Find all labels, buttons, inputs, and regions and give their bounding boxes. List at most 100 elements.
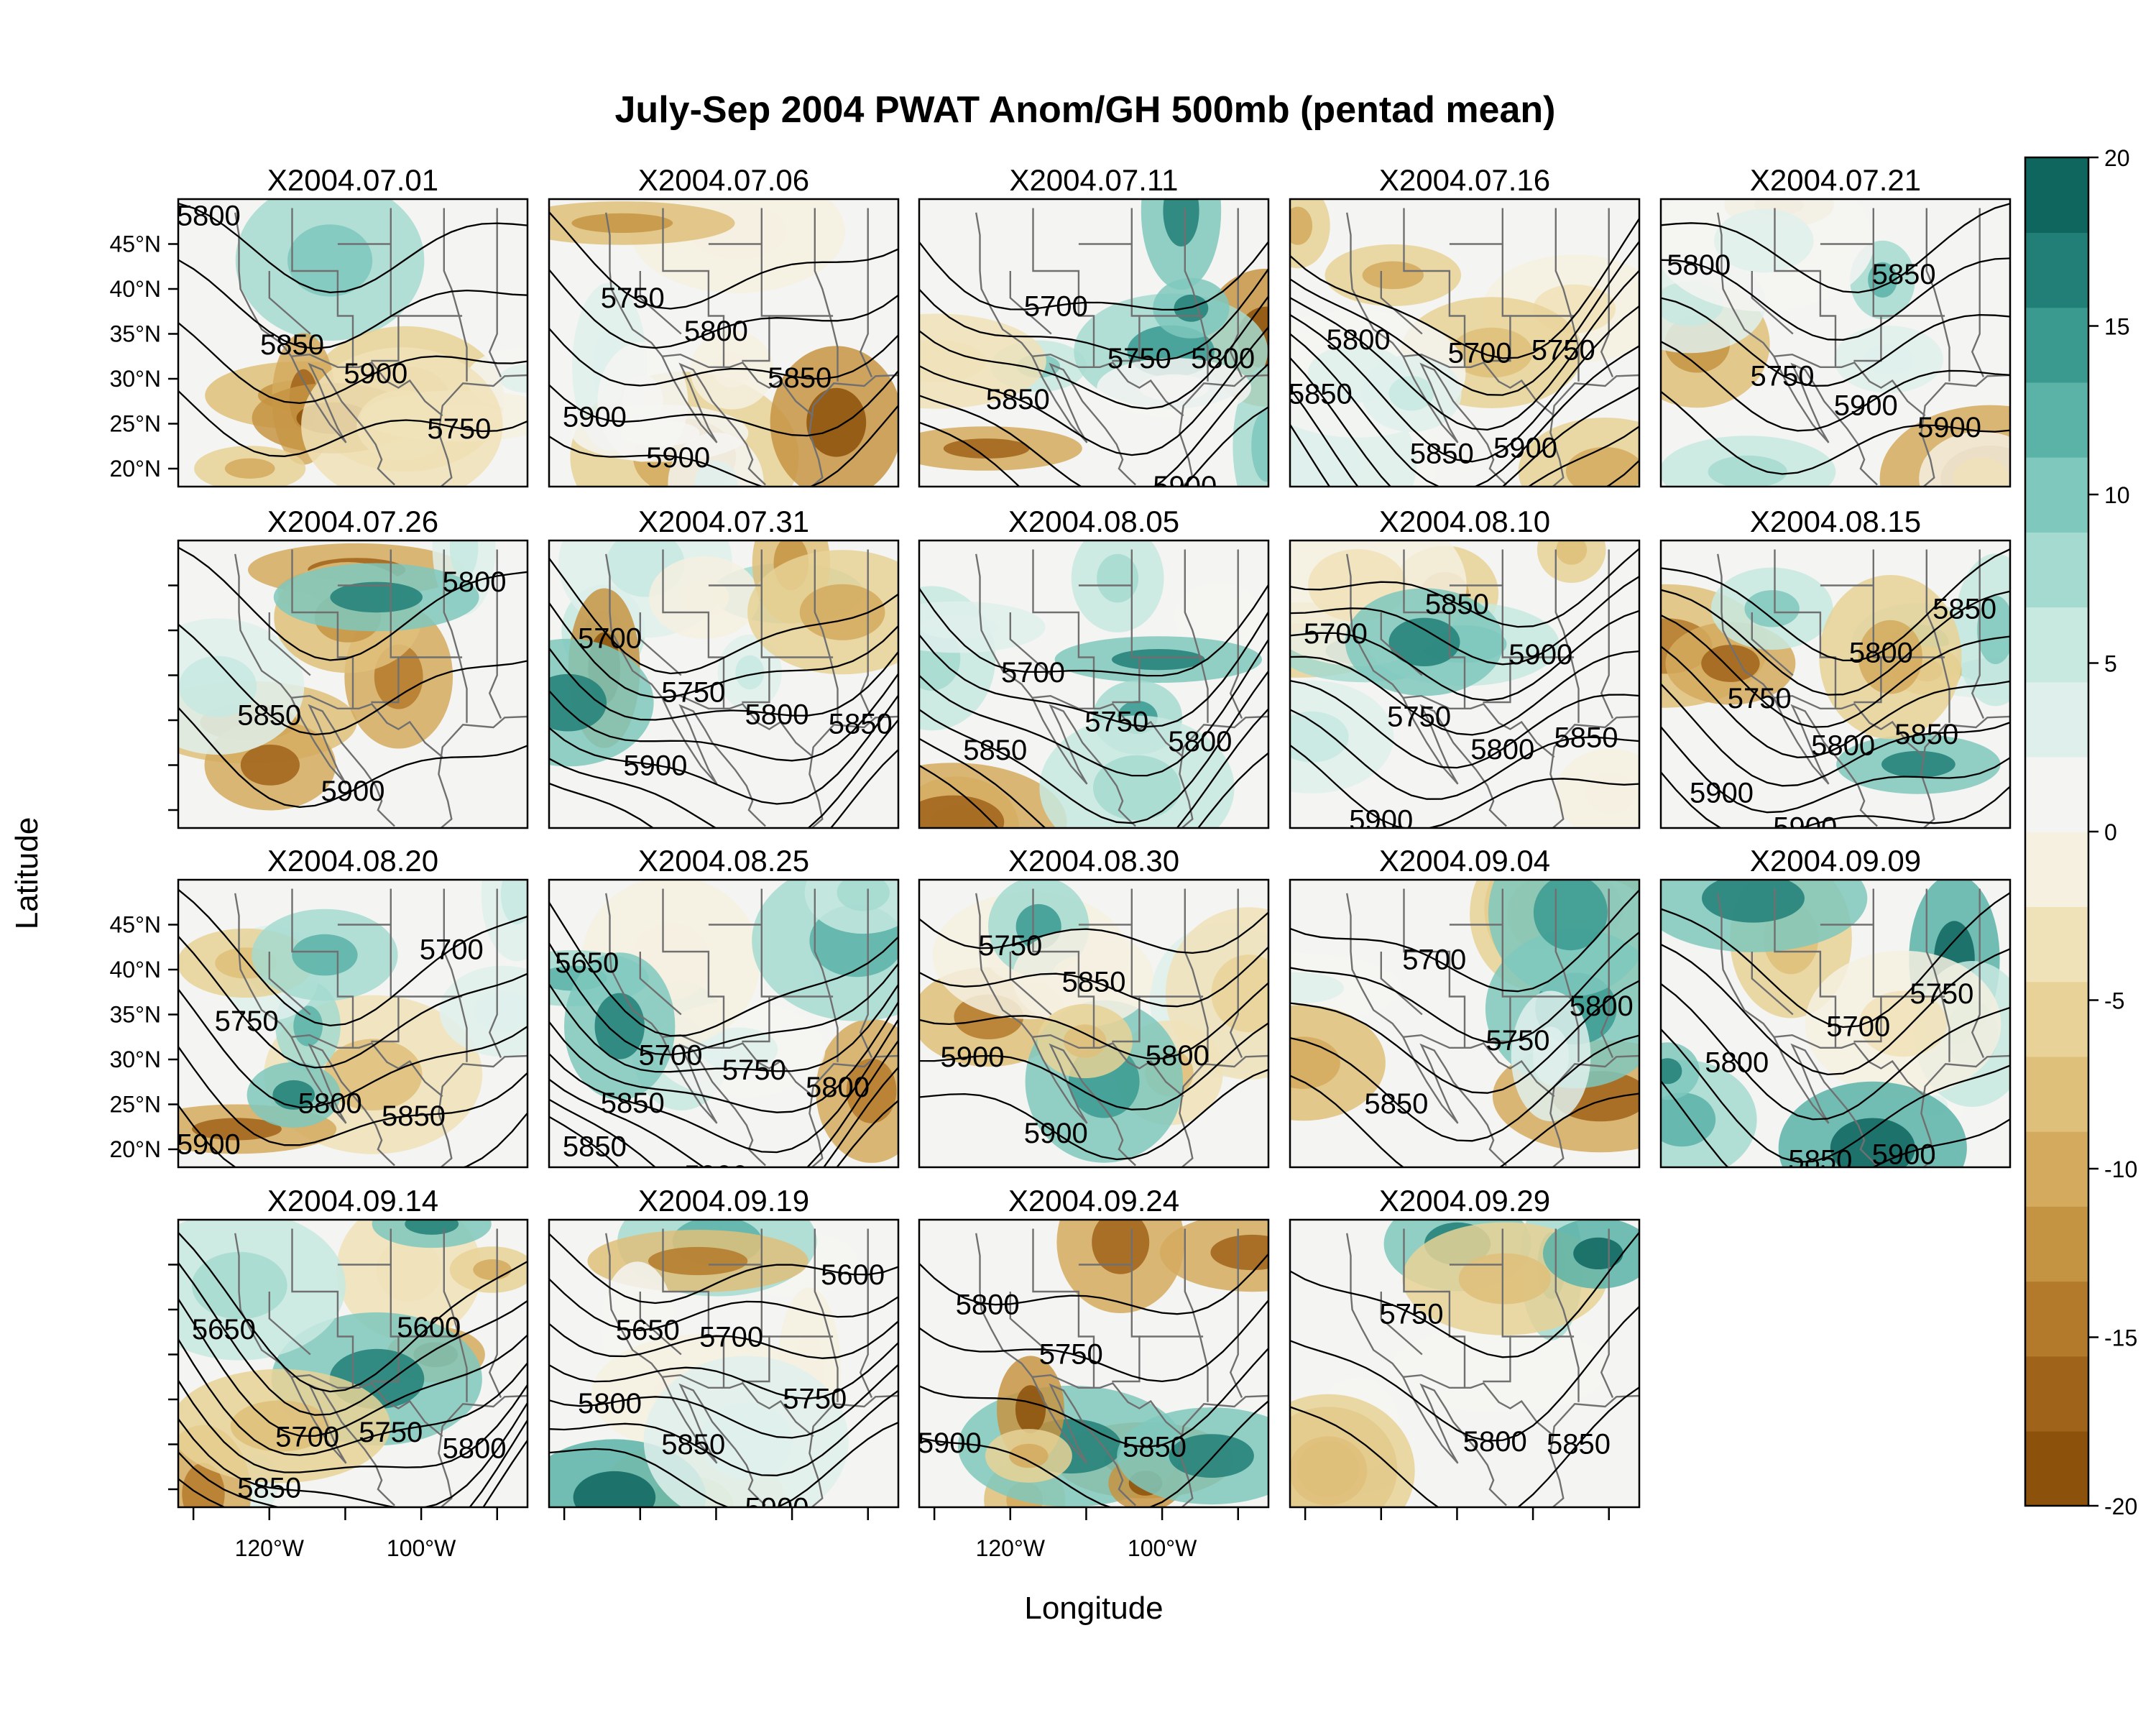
panel-X2004.09.24: 5800 5750 5850 5900 X2004.09.24 xyxy=(918,1184,1270,1509)
panel-frame xyxy=(548,1218,900,1509)
geopotential-contour xyxy=(549,1363,898,1439)
contour-label: 5700 xyxy=(1001,657,1065,689)
geopotential-contour xyxy=(549,901,898,1037)
contour-label: 5750 xyxy=(215,1006,279,1037)
anomaly-core xyxy=(1388,376,1434,411)
geopotential-contour xyxy=(549,1320,898,1359)
map-boundary xyxy=(1920,1054,2010,1167)
contour-label: 5750 xyxy=(1380,1298,1444,1330)
map-boundary xyxy=(1403,1374,1555,1438)
geopotential-contour xyxy=(1661,891,2010,1029)
map-boundary xyxy=(859,1228,873,1398)
panel-X2004.07.01: 5800 5850 5900 5750 X2004.07.01 xyxy=(177,163,529,488)
map-boundary xyxy=(291,549,354,709)
y-tick-label: 40°N xyxy=(110,957,162,983)
anomaly-core xyxy=(648,1246,748,1276)
anomaly-core xyxy=(1881,750,1955,778)
geopotential-contour xyxy=(549,268,898,349)
map-lines xyxy=(605,1228,898,1507)
contour-label: 5900 xyxy=(1349,805,1413,837)
map-boundary xyxy=(1751,271,1794,335)
map-lines xyxy=(234,208,528,487)
map-boundary xyxy=(443,888,468,1062)
contour-label: 5850 xyxy=(963,735,1027,766)
geopotential-contour xyxy=(178,1297,528,1437)
contour-label: 5800 xyxy=(1811,730,1875,762)
geopotential-contour xyxy=(1661,589,2010,696)
map-boundary xyxy=(1032,888,1095,1048)
anomaly-core xyxy=(473,1259,512,1280)
panel-title: X2004.07.01 xyxy=(267,163,438,197)
geopotential-contour xyxy=(178,1231,528,1393)
map-boundary xyxy=(1403,888,1466,1048)
map-boundary xyxy=(808,374,898,487)
geopotential-contour xyxy=(178,546,528,661)
contour-label: 5800 xyxy=(745,699,809,731)
map-boundary xyxy=(1032,208,1095,367)
contour-label: 5650 xyxy=(616,1315,680,1346)
contour-label: 5850 xyxy=(1872,259,1936,290)
colorbar-swatch xyxy=(2025,681,2088,758)
contour-label: 5800 xyxy=(1191,343,1255,374)
geopotential-contour xyxy=(549,556,898,675)
geopotential-contour xyxy=(549,672,898,762)
contour-label: 5850 xyxy=(563,1131,627,1163)
panels-grid: 5800585059005750X2004.07.015750580058505… xyxy=(110,163,2012,1561)
geopotential-contour xyxy=(549,1341,898,1400)
contour-label: 5850 xyxy=(1932,593,1996,625)
contour-label: 5750 xyxy=(722,1054,786,1086)
contour-label: 5850 xyxy=(1123,1432,1187,1463)
geopotential-contour xyxy=(1290,1034,1639,1142)
panel-title: X2004.09.29 xyxy=(1379,1184,1550,1218)
map-boundary xyxy=(1179,1394,1268,1507)
contour-label: 5800 xyxy=(177,201,241,232)
map-boundary xyxy=(1751,952,1794,1016)
geopotential-contour xyxy=(1290,610,1639,702)
contour-label: 5800 xyxy=(1463,1426,1527,1458)
map-boundary xyxy=(1483,208,1511,362)
contour-label: 5750 xyxy=(1728,683,1792,714)
panel-title: X2004.09.19 xyxy=(638,1184,809,1218)
anomaly-core xyxy=(240,745,300,786)
map-lines xyxy=(1717,549,2010,828)
contour-label: 5800 xyxy=(1667,249,1731,281)
map-boundary xyxy=(1346,893,1507,1167)
map-boundary xyxy=(438,1054,528,1167)
colorbar-swatch xyxy=(2025,1206,2088,1282)
panel-title: X2004.09.14 xyxy=(267,1184,438,1218)
panel-X2004.07.26: 5800 5850 5900 X2004.07.26 xyxy=(177,505,529,829)
map-boundary xyxy=(1032,353,1184,417)
map-boundary xyxy=(814,549,839,723)
panel-frame xyxy=(1289,1218,1641,1509)
map-boundary xyxy=(1554,208,1580,382)
map-lines xyxy=(975,888,1268,1167)
map-boundary xyxy=(1554,888,1580,1062)
contour-label: 5800 xyxy=(298,1087,362,1119)
map-boundary xyxy=(814,1228,839,1402)
anomaly-core xyxy=(943,438,1030,459)
anomaly-core xyxy=(500,880,528,925)
geopotential-contour xyxy=(919,1253,1268,1315)
geopotential-contour xyxy=(549,1018,898,1154)
anomaly-core xyxy=(1111,649,1205,671)
map-boundary xyxy=(639,952,682,1016)
map-boundary xyxy=(859,888,873,1058)
geopotential-contour xyxy=(1661,297,2010,387)
contour-label: 5850 xyxy=(791,823,854,855)
panel-title: X2004.09.04 xyxy=(1379,844,1550,878)
map-lines xyxy=(1346,208,1639,487)
geopotential-contour xyxy=(919,610,1268,728)
colorbar-swatch xyxy=(2025,307,2088,383)
map-boundary xyxy=(1925,208,1950,382)
map-boundary xyxy=(1346,1233,1507,1506)
geopotential-contour xyxy=(1290,744,1639,828)
geopotential-contour xyxy=(549,1421,898,1507)
panel-title: X2004.08.15 xyxy=(1750,505,1921,538)
geopotential-contour xyxy=(1290,305,1639,463)
map-boundary xyxy=(268,1292,311,1356)
panel-title: X2004.08.30 xyxy=(1008,844,1179,878)
map-boundary xyxy=(291,353,443,417)
contour-label: 5900 xyxy=(1493,433,1557,464)
geopotential-contour xyxy=(919,406,1268,487)
